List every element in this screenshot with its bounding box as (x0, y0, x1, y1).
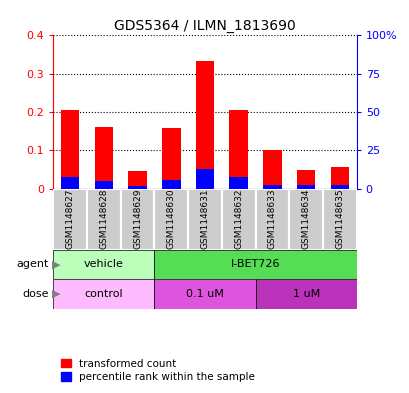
Bar (221, 189, 255, 250)
Title: GDS5364 / ILMN_1813690: GDS5364 / ILMN_1813690 (114, 19, 295, 33)
Text: control: control (84, 289, 123, 299)
Bar (53, 250, 154, 279)
Bar (289, 189, 322, 250)
Text: GSM1148627: GSM1148627 (65, 189, 74, 249)
Text: GSM1148629: GSM1148629 (133, 189, 142, 249)
Text: 1 uM: 1 uM (292, 289, 319, 299)
Bar (255, 279, 356, 309)
Text: I-BET726: I-BET726 (230, 259, 280, 269)
Bar (322, 189, 356, 250)
Bar (128, 185, 146, 189)
Bar (154, 189, 188, 250)
Text: GSM1148634: GSM1148634 (301, 189, 310, 249)
Bar (87, 189, 120, 250)
Bar (61, 177, 79, 189)
Bar (263, 185, 281, 189)
Bar (61, 110, 79, 189)
Bar (229, 177, 247, 189)
Text: GSM1148631: GSM1148631 (200, 189, 209, 250)
Text: GSM1148630: GSM1148630 (166, 189, 175, 250)
Text: vehicle: vehicle (84, 259, 124, 269)
Bar (296, 185, 315, 189)
Bar (188, 189, 221, 250)
Legend: transformed count, percentile rank within the sample: transformed count, percentile rank withi… (58, 356, 257, 384)
Text: GSM1148633: GSM1148633 (267, 189, 276, 250)
Bar (154, 250, 356, 279)
Text: GSM1148635: GSM1148635 (335, 189, 344, 250)
Bar (330, 185, 348, 189)
Bar (229, 110, 247, 189)
Bar (255, 189, 289, 250)
Bar (296, 170, 315, 189)
Bar (162, 180, 180, 189)
Text: 0.1 uM: 0.1 uM (186, 289, 223, 299)
Text: dose: dose (22, 289, 49, 299)
Bar (330, 167, 348, 189)
Bar (94, 181, 113, 189)
Bar (154, 279, 255, 309)
Bar (53, 279, 154, 309)
Bar (162, 129, 180, 189)
Bar (53, 189, 87, 250)
Bar (195, 61, 214, 189)
Bar (195, 169, 214, 189)
Text: GSM1148632: GSM1148632 (234, 189, 243, 249)
Bar (263, 150, 281, 189)
Text: ▶: ▶ (52, 289, 61, 299)
Text: GSM1148628: GSM1148628 (99, 189, 108, 249)
Text: ▶: ▶ (52, 259, 61, 269)
Bar (128, 171, 146, 189)
Text: agent: agent (17, 259, 49, 269)
Bar (94, 127, 113, 189)
Bar (120, 189, 154, 250)
